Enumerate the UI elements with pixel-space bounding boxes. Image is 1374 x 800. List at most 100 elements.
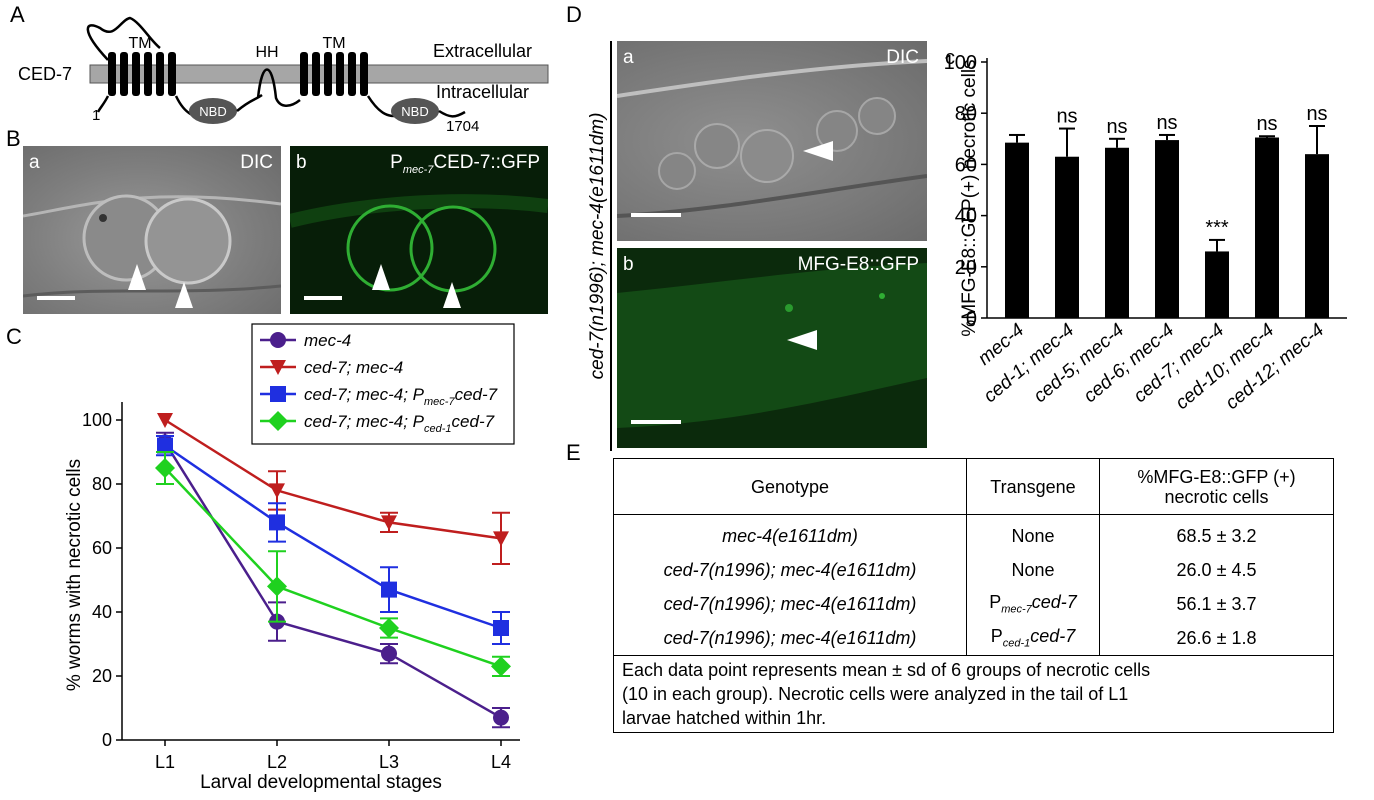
- data-point: [381, 581, 397, 598]
- tm-label-2: TM: [322, 35, 345, 52]
- y-tick-label: 20: [92, 666, 112, 686]
- ced7-topology-diagram: CED-7 TM HH TM Extracellular Intracellul…: [18, 16, 549, 135]
- value-cell: 26.6 ± 1.8: [1099, 621, 1334, 656]
- data-point: [157, 413, 173, 428]
- data-point: [493, 709, 509, 726]
- data-point: [155, 458, 175, 478]
- x-axis-label: Larval developmental stages: [200, 772, 442, 793]
- b-a-label: a: [29, 152, 40, 173]
- genotype-cell: ced-7(n1996); mec-4(e1611dm): [613, 621, 967, 656]
- x-tick-label: L1: [155, 752, 175, 772]
- data-point: [381, 515, 397, 531]
- panel-d-side-label: ced-7(n1996); mec-4(e1611dm): [587, 112, 608, 380]
- significance-label: ***: [1205, 217, 1229, 239]
- arrowhead-d-a: [803, 141, 833, 161]
- significance-label: ns: [1256, 113, 1277, 135]
- tm-block-1: [108, 52, 176, 96]
- significance-label: ns: [1106, 116, 1127, 138]
- series-line: [164, 444, 502, 630]
- table-row: ced-7(n1996); mec-4(e1611dm) None 26.0 ±…: [613, 553, 1334, 587]
- y-tick-label: 40: [955, 206, 977, 228]
- d-a-label: a: [623, 47, 634, 68]
- panel-c-letter: c: [945, 47, 955, 69]
- tm-label-1: TM: [128, 35, 151, 52]
- header-value: %MFG-E8::GFP (+) necrotic cells: [1099, 458, 1334, 515]
- value-cell: 68.5 ± 3.2: [1099, 514, 1334, 553]
- scalebar-b-a: [37, 296, 75, 300]
- table-note: Each data point represents mean ± sd of …: [613, 655, 1334, 733]
- bar: [1255, 137, 1279, 318]
- scalebar-b-b: [304, 296, 342, 300]
- end-residue: 1704: [446, 118, 479, 135]
- y-tick-label: 80: [955, 103, 977, 125]
- y-tick-label: 40: [92, 602, 112, 622]
- d-b-title: MFG-E8::GFP: [797, 254, 919, 275]
- b-a-title: DIC: [240, 152, 273, 173]
- extracellular-loop: [86, 16, 161, 61]
- tm-block-2: [300, 52, 368, 96]
- header-genotype: Genotype: [613, 458, 967, 515]
- arrowhead-b-b-1: [372, 264, 390, 290]
- genotype-cell: ced-7(n1996); mec-4(e1611dm): [613, 587, 967, 621]
- y-axis-label: %MFG-E8::GFP(+) necrotic cells: [959, 59, 980, 336]
- panel-a-letter: A: [10, 2, 25, 27]
- legend-box: [251, 323, 515, 445]
- bar: [1105, 147, 1129, 318]
- y-tick-label: 100: [944, 52, 977, 74]
- panel-b-gfp-image: b Pmec-7CED-7::GFP: [290, 146, 548, 314]
- hh-loop: [256, 68, 301, 107]
- results-table: Genotype Transgene %MFG-E8::GFP (+) necro…: [613, 458, 1334, 733]
- arrowhead-b-a-1: [128, 264, 146, 290]
- data-point: [270, 332, 286, 348]
- data-point: [157, 437, 173, 454]
- bar: [1005, 142, 1029, 318]
- panel-c-letter: C: [6, 324, 22, 349]
- b-b-title: Pmec-7CED-7::GFP: [390, 152, 540, 176]
- panel-b-letter: B: [6, 126, 21, 151]
- bar: [1305, 154, 1329, 318]
- genotype-cell: ced-7(n1996); mec-4(e1611dm): [613, 553, 967, 587]
- arrowhead-d-b: [787, 330, 817, 350]
- scalebar-d-b: [631, 420, 681, 424]
- bar: [1055, 156, 1079, 318]
- data-point: [491, 656, 511, 677]
- legend-label: mec-4: [304, 331, 351, 350]
- value-cell: 56.1 ± 3.7: [1099, 587, 1334, 621]
- data-point: [379, 618, 399, 638]
- data-point: [493, 620, 509, 636]
- transgene-cell: None: [966, 514, 1100, 553]
- data-point: [381, 645, 397, 662]
- table-row: mec-4(e1611dm) None 68.5 ± 3.2: [613, 514, 1334, 553]
- y-axis-label: % worms with necrotic cells: [64, 459, 85, 691]
- table-row: ced-7(n1996); mec-4(e1611dm) Pced-1ced-7…: [613, 621, 1334, 656]
- legend-label: ced-7; mec-4: [304, 358, 403, 377]
- series-group: [157, 413, 510, 565]
- y-tick-label: 0: [102, 730, 112, 750]
- start-residue: 1: [92, 107, 100, 124]
- nbd-1-shape: [189, 98, 237, 124]
- x-tick-label: L2: [267, 752, 287, 772]
- data-point: [270, 360, 286, 375]
- arrowhead-b-b-2: [443, 282, 461, 308]
- d-a-title: DIC: [886, 47, 919, 68]
- panel-b-dic-image: a DIC: [23, 146, 281, 314]
- y-tick-label: 80: [92, 474, 112, 494]
- transgene-cell: Pmec-7ced-7: [966, 587, 1100, 621]
- genotype-cell: mec-4(e1611dm): [613, 514, 967, 553]
- y-tick-label: 100: [82, 410, 112, 430]
- nbd-label-2: NBD: [401, 104, 428, 119]
- series-group: [156, 435, 510, 645]
- transgene-cell: None: [966, 553, 1100, 587]
- panel-d-gfp-image: b MFG-E8::GFP: [617, 248, 927, 448]
- panel-e-letter: E: [566, 440, 581, 465]
- dic-worm: [617, 59, 927, 218]
- transgene-cell: Pced-1ced-7: [966, 621, 1100, 656]
- legend-label: ced-7; mec-4; Pmec-7ced-7: [304, 385, 498, 408]
- data-point: [493, 531, 509, 547]
- nbd-2-shape: [391, 98, 439, 124]
- significance-label: ns: [1056, 106, 1077, 128]
- series-line: [164, 418, 502, 540]
- y-tick-label: 60: [955, 154, 977, 176]
- significance-label: ns: [1156, 112, 1177, 134]
